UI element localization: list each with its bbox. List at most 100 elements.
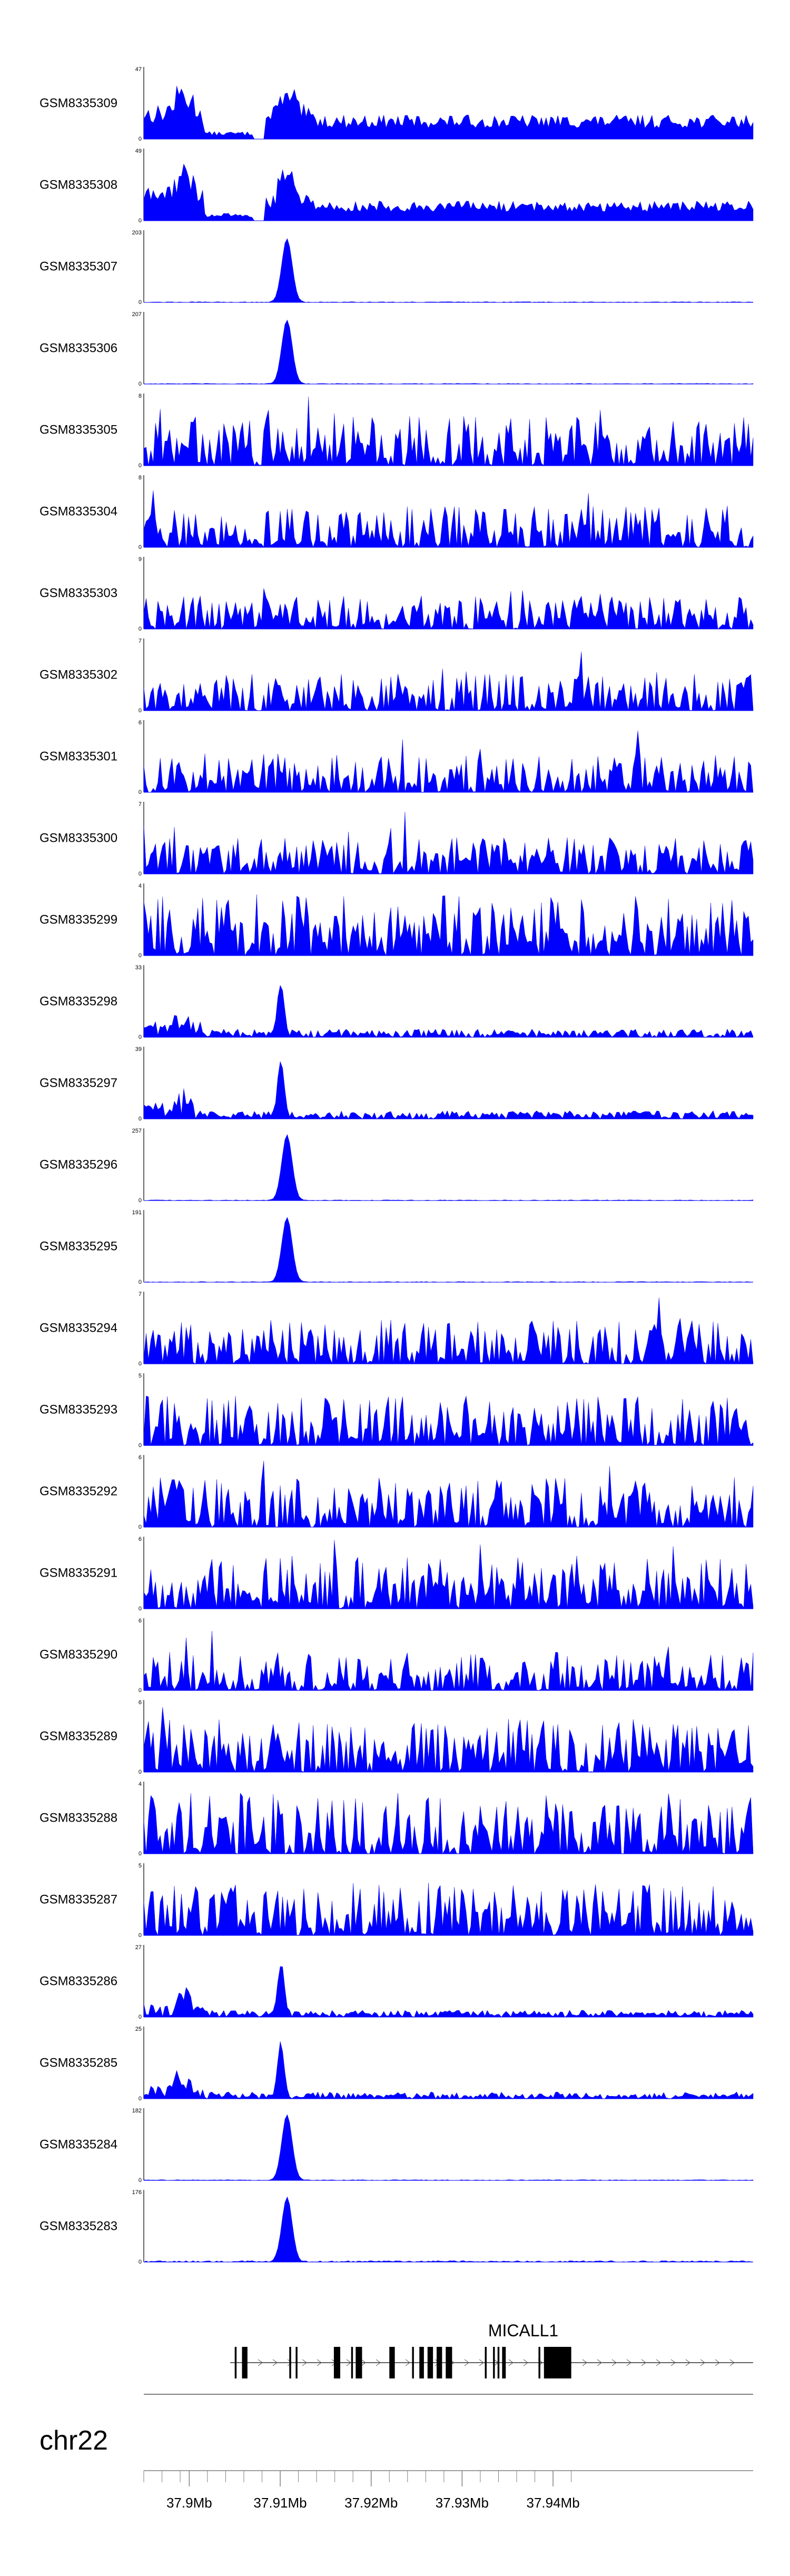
- track-signal-area: [143, 238, 754, 303]
- gene-exon: [234, 2347, 237, 2378]
- track-gsm8335303: GSM8335303 9 0: [39, 556, 754, 632]
- strand-arrow: [626, 2359, 631, 2366]
- track-ymin-label: 0: [139, 1279, 142, 1285]
- track-ymax-label: 257: [132, 1128, 142, 1134]
- track-label: GSM8335303: [39, 586, 117, 601]
- track-label: GSM8335309: [39, 96, 117, 111]
- track-gsm8335305: GSM8335305 8 0: [39, 393, 754, 469]
- track-ymax-label: 4: [139, 883, 142, 889]
- gene-exon: [419, 2347, 424, 2378]
- strand-arrow: [361, 2359, 366, 2366]
- track-ymin-label: 0: [139, 2177, 142, 2184]
- gene-exon: [544, 2347, 571, 2378]
- strand-arrow: [346, 2359, 351, 2366]
- strand-arrow: [508, 2359, 514, 2366]
- track-signal-area: [143, 1061, 754, 1119]
- track-label: GSM8335291: [39, 1566, 117, 1580]
- track-ymin-label: 0: [139, 1116, 142, 1122]
- track-ymin-label: 0: [139, 1361, 142, 1367]
- gene-exon: [412, 2347, 414, 2378]
- strand-arrow: [272, 2359, 278, 2366]
- track-signal-area: [143, 1966, 754, 2018]
- track-gsm8335283: GSM8335283 176 0: [39, 2189, 754, 2265]
- track-ymax-label: 27: [135, 1944, 142, 1951]
- track-signal-area: [143, 1883, 754, 1936]
- track-gsm8335285: GSM8335285 25 0: [39, 2026, 754, 2102]
- gene-exon: [389, 2347, 395, 2378]
- track-gsm8335306: GSM8335306 207 0: [39, 311, 754, 387]
- strand-arrow: [656, 2359, 661, 2366]
- track-label: GSM8335283: [39, 2219, 117, 2234]
- track-label: GSM8335298: [39, 995, 117, 1009]
- track-ymax-label: 207: [132, 311, 142, 318]
- track-ymin-label: 0: [139, 218, 142, 224]
- track-gsm8335304: GSM8335304 8 0: [39, 475, 754, 550]
- signal-tracks: GSM8335309470GSM8335308490GSM83353072030…: [39, 66, 754, 2265]
- track-label: GSM8335299: [39, 913, 117, 927]
- track-ymax-label: 6: [139, 1699, 142, 1706]
- track-label: GSM8335290: [39, 1648, 117, 1662]
- gene-name-label: MICALL1: [488, 2321, 558, 2340]
- axis-tick-label: 37.91Mb: [253, 2495, 307, 2511]
- track-label: GSM8335285: [39, 2056, 117, 2070]
- track-signal-area: [143, 1297, 754, 1364]
- gene-exon: [333, 2347, 341, 2378]
- track-ymax-label: 7: [139, 1291, 142, 1297]
- strand-arrow: [582, 2359, 587, 2366]
- track-label: GSM8335295: [39, 1240, 117, 1254]
- track-gsm8335293: GSM8335293 5 0: [39, 1373, 754, 1449]
- gene-annotation-track: MICALL1: [230, 2321, 753, 2378]
- gene-exon: [355, 2347, 362, 2378]
- track-signal-area: [143, 1792, 754, 1854]
- track-signal-area: [143, 812, 754, 874]
- strand-arrow: [641, 2359, 646, 2366]
- strand-arrow: [479, 2359, 484, 2366]
- track-ymax-label: 5: [139, 1373, 142, 1379]
- track-signal-area: [143, 1395, 754, 1446]
- track-ymax-label: 6: [139, 720, 142, 726]
- track-ymax-label: 6: [139, 1454, 142, 1461]
- track-label: GSM8335292: [39, 1484, 117, 1499]
- strand-arrow: [464, 2359, 469, 2366]
- track-signal-area: [143, 731, 754, 793]
- track-ymax-label: 6: [139, 1536, 142, 1542]
- track-ymax-label: 203: [132, 230, 142, 236]
- track-ymin-label: 0: [139, 2096, 142, 2102]
- track-label: GSM8335297: [39, 1076, 117, 1090]
- track-ymax-label: 4: [139, 1781, 142, 1787]
- track-signal-area: [143, 319, 754, 385]
- track-ymin-label: 0: [139, 1606, 142, 1612]
- track-label: GSM8335300: [39, 831, 117, 845]
- track-ymax-label: 39: [135, 1046, 142, 1053]
- gene-exon: [427, 2347, 433, 2378]
- track-ymin-label: 0: [139, 1932, 142, 1939]
- track-gsm8335284: GSM8335284 182 0: [39, 2108, 754, 2184]
- track-ymax-label: 8: [139, 393, 142, 399]
- track-gsm8335295: GSM8335295 191 0: [39, 1210, 754, 1285]
- gene-exon: [485, 2347, 487, 2378]
- track-signal-area: [143, 652, 754, 711]
- gene-exon: [493, 2347, 495, 2378]
- track-label: GSM8335296: [39, 1158, 117, 1172]
- track-signal-area: [143, 985, 754, 1038]
- track-ymax-label: 7: [139, 638, 142, 644]
- track-gsm8335308: GSM8335308 49 0: [39, 148, 754, 224]
- track-signal-area: [143, 396, 754, 466]
- track-gsm8335302: GSM8335302 7 0: [39, 638, 754, 714]
- track-signal-area: [143, 1707, 754, 1773]
- track-ymax-label: 5: [139, 1863, 142, 1869]
- track-ymax-label: 8: [139, 475, 142, 481]
- track-signal-area: [143, 1460, 754, 1528]
- track-label: GSM8335287: [39, 1893, 117, 1907]
- track-signal-area: [143, 2114, 754, 2181]
- track-signal-area: [143, 1134, 754, 1201]
- track-ymin-label: 0: [139, 299, 142, 306]
- strand-arrow: [685, 2359, 690, 2366]
- strand-arrow: [376, 2359, 381, 2366]
- track-ymin-label: 0: [139, 1524, 142, 1530]
- track-gsm8335301: GSM8335301 6 0: [39, 720, 754, 795]
- strand-arrow: [729, 2359, 735, 2366]
- strand-arrow: [405, 2359, 410, 2366]
- track-gsm8335296: GSM8335296 257 0: [39, 1128, 754, 1204]
